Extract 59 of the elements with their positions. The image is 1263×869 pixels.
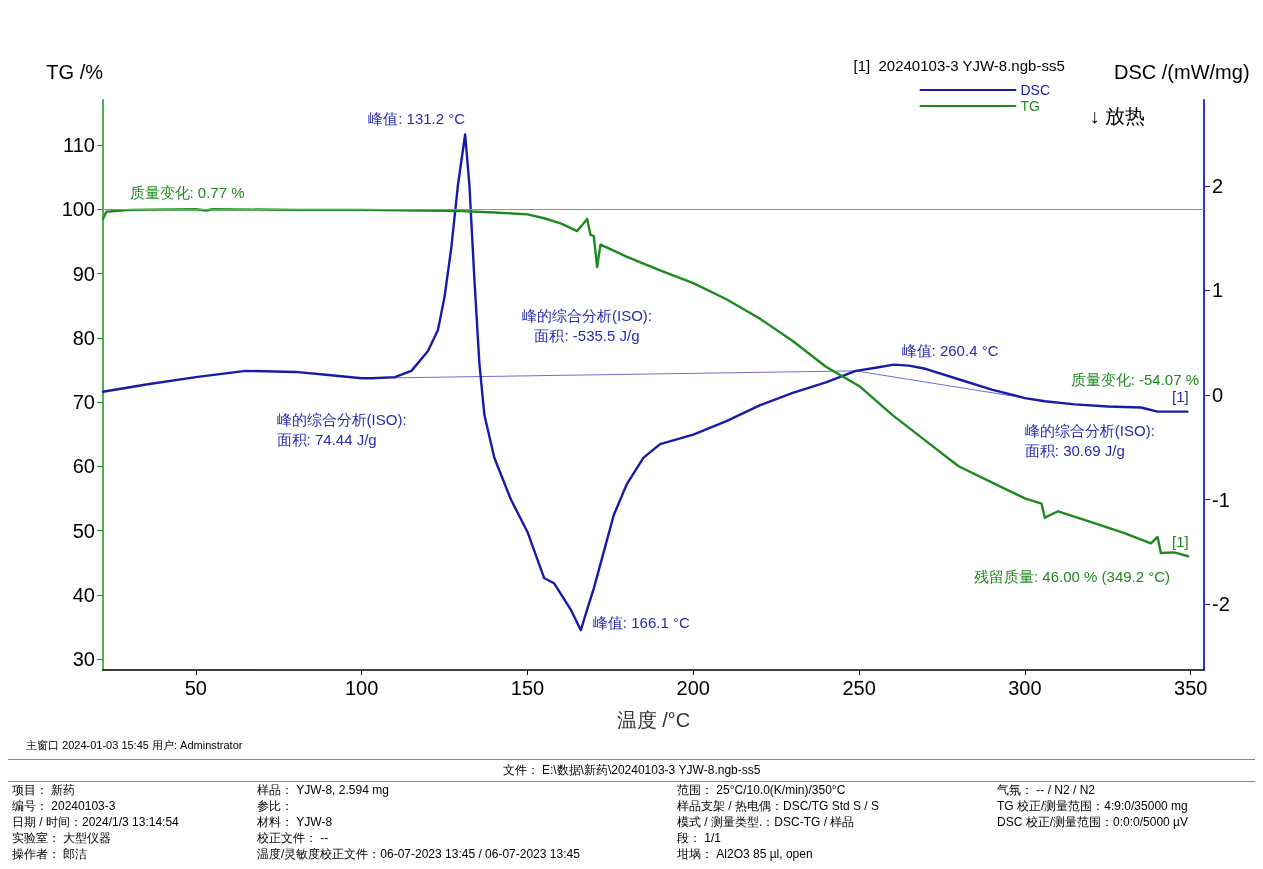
text: 样品： YJW-8, 2.594 mg (257, 782, 390, 798)
annotation: 峰值: 260.4 °C (901, 342, 999, 360)
annotation: 峰的综合分析(ISO): 面积: 30.69 J/g (1024, 421, 1155, 459)
y2-tick-label: 2 (1212, 174, 1224, 197)
annotation: 峰的综合分析(ISO): 面积: -535.5 J/g (521, 306, 652, 344)
y2-tick-label: -1 (1212, 488, 1230, 511)
text: 实验室： 大型仪器 (12, 830, 113, 846)
text: TG 校正/测量范围：4:9:0/35000 mg (997, 798, 1189, 814)
y-tick-label: 70 (72, 391, 95, 414)
annotation: 质量变化: -54.07 % (1070, 371, 1199, 388)
y-tick-label: 100 (61, 198, 95, 221)
text: 气氛： -- / N2 / N2 (997, 782, 1096, 798)
y2-tick-label: 0 (1212, 383, 1224, 406)
annotation: 峰值: 131.2 °C (368, 109, 466, 127)
text: DSC (1020, 82, 1050, 98)
text: TG (1020, 98, 1040, 114)
annotation: [1] (1172, 387, 1189, 405)
x-tick-label: 250 (842, 677, 876, 699)
text: 项目： 新药 (12, 782, 77, 798)
y-tick-label: 30 (72, 648, 95, 671)
y-axis-title: TG /% (46, 61, 104, 83)
text: 材料： YJW-8 (257, 814, 334, 830)
x-tick-label: 200 (676, 677, 710, 699)
text: 参比： (257, 798, 294, 814)
y2-tick-label: -2 (1212, 593, 1230, 616)
text: 范围： 25°C/10.0(K/min)/350°C (677, 782, 847, 798)
text: DSC 校正/测量范围：0:0:0/5000 µV (997, 814, 1189, 830)
annotation: 残留质量: 46.00 % (349.2 °C) (974, 567, 1171, 585)
x-tick-label: 300 (1008, 677, 1042, 699)
y-tick-label: 50 (72, 519, 95, 542)
annotation: ↓ 放热 (1089, 105, 1146, 127)
text: 温度/灵敏度校正文件：06-07-2023 13:45 / 06-07-2023 13:45 (257, 846, 581, 862)
text: 段： 1/1 (677, 830, 722, 846)
text: 编号： 20240103-3 (12, 798, 117, 814)
y-tick-label: 90 (72, 262, 95, 285)
text: 样品支架 / 热电偶：DSC/TG Std S / S (677, 798, 881, 814)
x-tick-label: 150 (510, 677, 545, 699)
annotation: 峰的综合分析(ISO): 面积: 74.44 J/g (276, 411, 407, 449)
text: 坩埚： Al2O3 85 µl, open (677, 846, 814, 862)
y2-tick-label: 1 (1212, 279, 1224, 302)
text: 日期 / 时间：2024/1/3 13:14:54 (12, 814, 180, 830)
x-tick-label: 350 (1174, 677, 1208, 699)
annotation: 峰值: 166.1 °C (592, 613, 690, 631)
y2-axis-title: DSC /(mW/mg) (1114, 61, 1250, 83)
annotation: [1] (1172, 532, 1189, 550)
text: 校正文件： -- (257, 830, 330, 846)
text: 操作者： 郎洁 (12, 846, 89, 862)
text: 主窗口 2024-01-03 15:45 用户: Adminstrator (25, 738, 244, 753)
text: 文件： E:\数据\新药\20240103-3 YJW-8.ngb-ss5 (8, 759, 1255, 782)
x-tick-label: 50 (184, 677, 207, 699)
y-tick-label: 80 (72, 326, 95, 349)
y-tick-label: 60 (72, 455, 95, 478)
y-tick-label: 40 (72, 583, 95, 606)
y-tick-label: 110 (63, 133, 95, 156)
x-axis-title: 温度 /°C (616, 709, 691, 731)
legend-title: [1] 20240103-3 YJW-8.ngb-ss5 (853, 57, 1065, 74)
annotation: 质量变化: 0.77 % (129, 183, 245, 201)
text: 模式 / 测量类型.：DSC-TG / 样品 (677, 814, 856, 830)
x-tick-label: 100 (344, 677, 379, 699)
